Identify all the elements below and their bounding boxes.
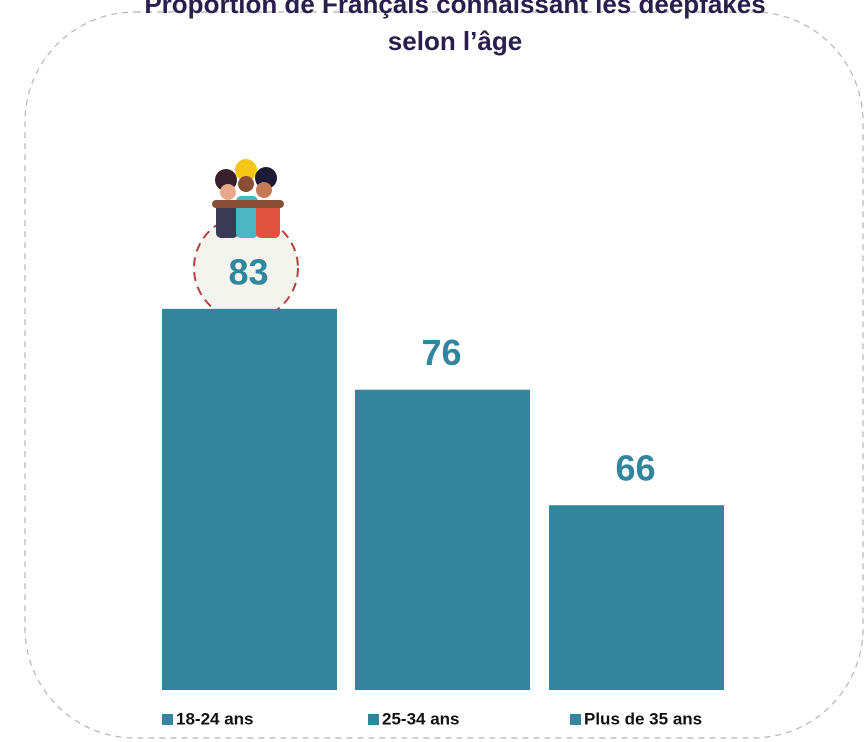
legend-label: 25-34 ans: [382, 709, 460, 728]
bar: [355, 389, 530, 690]
legend-label: Plus de 35 ans: [584, 709, 702, 728]
illustration: [212, 159, 284, 238]
bar: [162, 308, 337, 690]
bar: [549, 505, 724, 690]
legend-swatch: [162, 714, 173, 725]
value-label: 76: [421, 332, 461, 373]
legend-swatch: [570, 714, 581, 725]
value-label: 66: [615, 448, 655, 489]
legend-label: 18-24 ans: [176, 709, 254, 728]
legend-swatch: [368, 714, 379, 725]
chart-title: Proportion de Français connaissant les d…: [144, 0, 766, 56]
value-label: 83: [228, 251, 268, 292]
frame: [24, 11, 864, 739]
